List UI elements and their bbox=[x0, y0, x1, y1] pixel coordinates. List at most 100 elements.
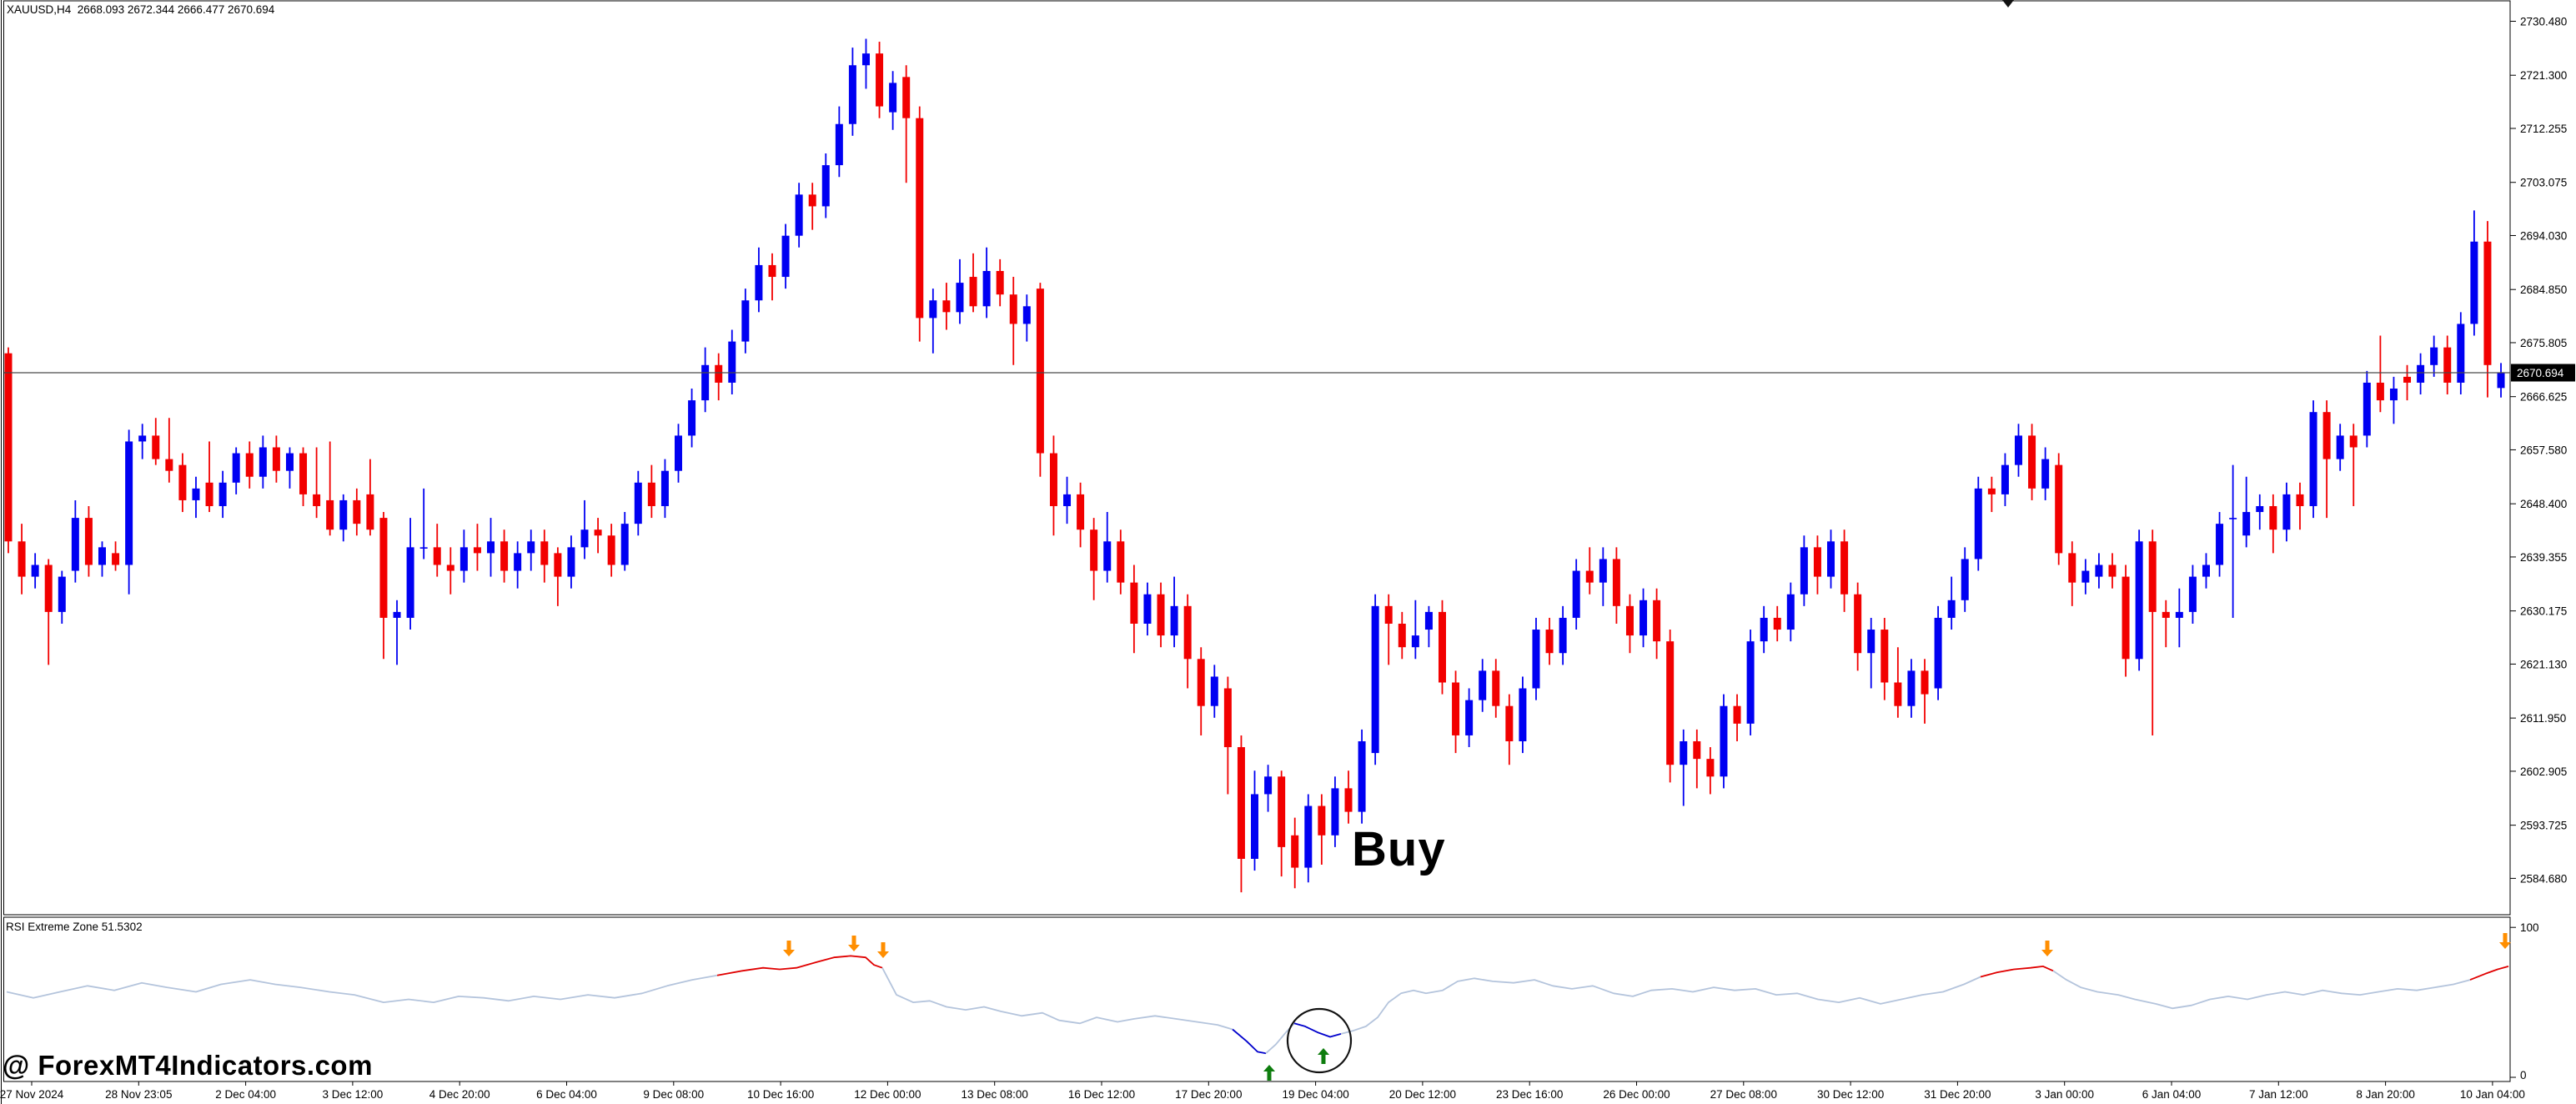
candle-body bbox=[916, 118, 924, 319]
candle-body bbox=[1452, 682, 1460, 735]
candle-body bbox=[2363, 382, 2371, 436]
candle-body bbox=[1921, 670, 1929, 695]
candle-body bbox=[768, 264, 776, 278]
candle-body bbox=[1049, 453, 1057, 506]
time-axis-label: 30 Dec 12:00 bbox=[1817, 1088, 1884, 1101]
candle-body bbox=[1640, 600, 1648, 636]
candle-body bbox=[353, 499, 361, 524]
candle-body bbox=[1680, 740, 1688, 765]
candles-layer[interactable] bbox=[4, 38, 2505, 893]
candle-body bbox=[245, 453, 254, 477]
candle-body bbox=[500, 541, 509, 571]
candle-body bbox=[2457, 324, 2465, 383]
candle-body bbox=[1519, 688, 1527, 741]
candle-body bbox=[929, 300, 937, 319]
candle-body bbox=[1411, 635, 1419, 648]
time-axis-label: 8 Jan 20:00 bbox=[2356, 1088, 2415, 1101]
candle-body bbox=[675, 435, 682, 471]
candle-body bbox=[1318, 805, 1326, 836]
candle-body bbox=[2001, 464, 2009, 494]
candle-body bbox=[1854, 594, 1862, 654]
time-axis-label: 3 Jan 00:00 bbox=[2035, 1088, 2094, 1101]
candle-body bbox=[942, 300, 951, 313]
candle-body bbox=[1625, 605, 1634, 636]
rsi-axis-min: 0 bbox=[2520, 1069, 2527, 1081]
time-axis-label: 31 Dec 20:00 bbox=[1924, 1088, 1991, 1101]
rsi-axis-max: 100 bbox=[2520, 921, 2539, 934]
candle-body bbox=[1103, 541, 1112, 571]
candle-body bbox=[1585, 570, 1594, 583]
candle-body bbox=[2108, 565, 2117, 577]
sell-arrow-icon bbox=[783, 941, 795, 956]
candle-body bbox=[620, 524, 629, 565]
candle-body bbox=[2202, 565, 2210, 577]
candle-body bbox=[2269, 505, 2277, 530]
candle-body bbox=[2430, 347, 2438, 365]
candle-body bbox=[1706, 759, 1715, 777]
candle-body bbox=[540, 541, 549, 565]
candle-body bbox=[1947, 600, 1956, 618]
candle-body bbox=[2135, 541, 2143, 660]
candle-body bbox=[2081, 570, 2090, 583]
candle-body bbox=[2041, 459, 2050, 489]
candle-body bbox=[728, 341, 736, 383]
time-axis-label: 19 Dec 04:00 bbox=[1282, 1088, 1348, 1101]
sell-arrow-icon bbox=[2041, 941, 2053, 956]
price-tag bbox=[2511, 364, 2575, 382]
candle-body bbox=[1384, 605, 1393, 624]
candle-body bbox=[1291, 835, 1299, 868]
candle-body bbox=[1237, 747, 1245, 859]
price-axis-label: 2639.355 bbox=[2520, 551, 2567, 564]
candle-body bbox=[1371, 605, 1379, 754]
candle-body bbox=[2015, 435, 2022, 465]
price-axis-label: 2630.175 bbox=[2520, 605, 2567, 618]
time-axis-label: 7 Jan 12:00 bbox=[2249, 1088, 2308, 1101]
time-axis-label: 4 Dec 20:00 bbox=[429, 1088, 490, 1101]
candle-body bbox=[71, 518, 79, 571]
candle-body bbox=[339, 499, 348, 530]
candle-body bbox=[527, 541, 535, 554]
price-tag-value: 2670.694 bbox=[2517, 367, 2564, 379]
candle-body bbox=[956, 283, 964, 313]
price-axis-label: 2584.680 bbox=[2520, 872, 2567, 885]
candle-body bbox=[2470, 241, 2478, 324]
watermark: @ ForexMT4Indicators.com bbox=[3, 1050, 373, 1081]
candle-body bbox=[1358, 740, 1366, 812]
candle-body bbox=[755, 264, 763, 301]
candle-body bbox=[2148, 541, 2157, 612]
price-axis-label: 2684.850 bbox=[2520, 284, 2567, 296]
candle-body bbox=[821, 165, 830, 207]
candle-body bbox=[1090, 529, 1098, 571]
candle-body bbox=[982, 270, 991, 307]
candle-body bbox=[2349, 435, 2358, 448]
rsi-line[interactable] bbox=[6, 955, 2509, 1055]
candle-body bbox=[1653, 600, 1661, 642]
candle-body bbox=[2188, 576, 2197, 612]
candle-body bbox=[1036, 289, 1044, 454]
candle-body bbox=[178, 464, 187, 500]
candle-body bbox=[205, 482, 213, 506]
time-axis-label: 10 Jan 04:00 bbox=[2460, 1088, 2525, 1101]
time-axis-label: 27 Dec 08:00 bbox=[1710, 1088, 1777, 1101]
candle-body bbox=[1170, 605, 1178, 636]
candle-body bbox=[1479, 670, 1487, 700]
candle-body bbox=[1398, 623, 1406, 648]
time-axis-label: 16 Dec 12:00 bbox=[1068, 1088, 1135, 1101]
candle-body bbox=[781, 235, 790, 278]
candle-body bbox=[848, 65, 856, 124]
buy-signal-arrows bbox=[1263, 1048, 1329, 1081]
price-axis-label: 2703.075 bbox=[2520, 177, 2567, 189]
candle-body bbox=[594, 529, 602, 536]
candle-body bbox=[152, 435, 160, 459]
price-axis-label: 2602.905 bbox=[2520, 765, 2567, 778]
price-axis-label: 2657.580 bbox=[2520, 444, 2567, 456]
price-axis-label: 2611.950 bbox=[2520, 712, 2566, 725]
candle-body bbox=[2229, 518, 2237, 519]
candle-body bbox=[554, 553, 562, 577]
candle-body bbox=[1465, 700, 1474, 735]
sell-arrow-icon bbox=[877, 942, 889, 958]
candle-body bbox=[1760, 617, 1768, 642]
candle-body bbox=[1572, 570, 1580, 618]
